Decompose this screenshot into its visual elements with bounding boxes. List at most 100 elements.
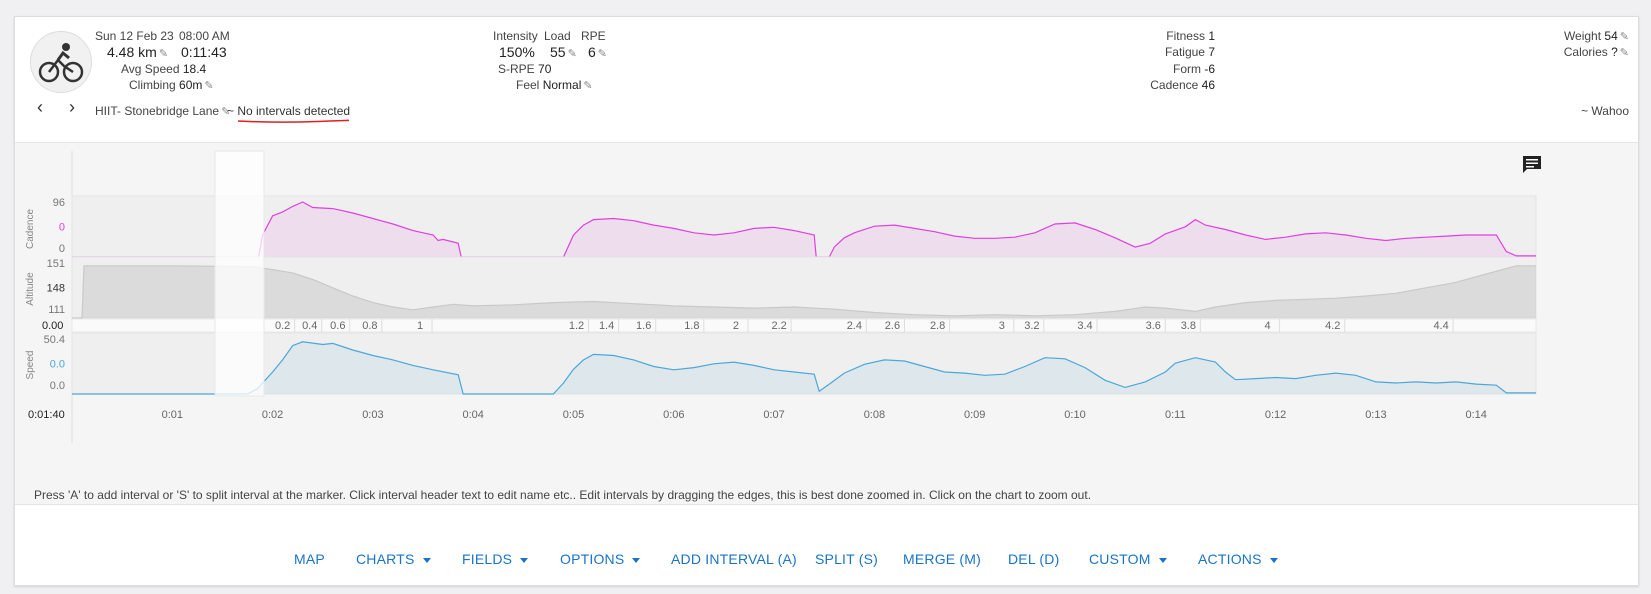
pencil-icon[interactable]: ✎: [567, 48, 577, 60]
pencil-icon[interactable]: ✎: [1619, 31, 1629, 43]
distance-tick-label: 2.4: [847, 320, 862, 332]
time-tick-label: 0:08: [864, 409, 885, 421]
srpe-label: S-RPE: [498, 62, 535, 76]
distance-tick-label: 2.2: [771, 320, 786, 332]
split-button-label: SPLIT (S): [815, 551, 879, 567]
options-button-label: OPTIONS: [560, 551, 625, 567]
map-button-label: MAP: [294, 551, 325, 567]
activity-card: Sun 12 Feb 23 08:00 AM 4.48 km ✎ 0:11:43 …: [14, 16, 1639, 586]
time-tick-label: 0:13: [1365, 409, 1386, 421]
distance-tick-label: 3: [999, 320, 1005, 332]
fields-button-label: FIELDS: [462, 551, 513, 567]
intensity-label: Intensity: [493, 29, 538, 43]
caret-down-icon: [422, 557, 431, 563]
cadence-label: Cadence: [1150, 78, 1199, 92]
rpe-row: 6 ✎: [588, 44, 607, 60]
fields-button[interactable]: FIELDS: [462, 551, 529, 567]
time-tick-label: 0:06: [663, 409, 684, 421]
source-label[interactable]: ~ Wahoo: [1581, 104, 1629, 118]
caret-down-icon: [520, 557, 529, 563]
distance-tick-label: 3.6: [1146, 320, 1161, 332]
comment-icon-line: [1526, 159, 1538, 161]
load-value: 55: [550, 44, 566, 60]
distance-value: 4.48 km: [107, 44, 157, 60]
intensity-value: 150%: [499, 44, 535, 60]
pencil-icon[interactable]: ✎: [221, 106, 231, 118]
altitude-axis-tick: 151: [47, 258, 65, 270]
time-tick-label: 0:02: [262, 409, 283, 421]
activity-date: Sun 12 Feb 23: [95, 29, 174, 43]
altitude-line: [72, 265, 1536, 319]
distance-row: 4.48 km ✎: [107, 44, 168, 60]
split-button[interactable]: SPLIT (S): [815, 551, 878, 567]
comment-icon[interactable]: [1523, 156, 1541, 173]
pencil-icon[interactable]: ✎: [583, 80, 593, 92]
rpe-label: RPE: [581, 29, 606, 43]
charts-button[interactable]: CHARTS: [356, 551, 431, 567]
time-tick-label: 0:03: [362, 409, 383, 421]
weight-row: Weight 54 ✎: [1475, 29, 1629, 43]
srpe-value: 70: [538, 62, 552, 76]
actions-button-label: ACTIONS: [1198, 551, 1262, 567]
map-button[interactable]: MAP: [294, 551, 325, 567]
time-tick-label: 0:07: [763, 409, 784, 421]
activity-time: 08:00 AM: [179, 29, 230, 43]
calories-value: ?: [1611, 45, 1618, 59]
feel-value: Normal: [542, 78, 582, 92]
altitude-axis-title: Altitude: [25, 272, 36, 306]
pencil-icon[interactable]: ✎: [597, 48, 608, 60]
distance-tick-label: 3.4: [1077, 320, 1092, 332]
actions-button[interactable]: ACTIONS: [1198, 551, 1278, 567]
distance-tick-label: 4.4: [1433, 320, 1448, 332]
marker-highlight[interactable]: [214, 150, 265, 397]
custom-button[interactable]: CUSTOM: [1089, 551, 1167, 567]
distance-tick-label: 3.8: [1181, 320, 1196, 332]
distance-tick-label: 0.4: [302, 320, 317, 332]
cadence-row: Cadence 46: [1075, 78, 1215, 92]
altitude-axis-tick: 111: [48, 304, 65, 316]
altitude-axis-tick: 148: [47, 283, 65, 295]
climbing-label: Climbing: [129, 78, 176, 92]
distance-tick-label: 4.2: [1325, 320, 1340, 332]
chevron-left-icon[interactable]: ‹: [37, 97, 43, 117]
calories-label: Calories: [1563, 45, 1608, 59]
pencil-icon[interactable]: ✎: [204, 80, 214, 92]
distance-tick-label: 2: [733, 320, 739, 332]
activity-type-avatar[interactable]: [30, 31, 92, 93]
add-interval-button[interactable]: ADD INTERVAL (A): [671, 551, 797, 567]
distance-strip: [71, 318, 1537, 333]
options-button[interactable]: OPTIONS: [560, 551, 641, 567]
distance-tick-label: 1.8: [684, 320, 699, 332]
distance-tick-label: 2.8: [930, 320, 945, 332]
fitness-row: Fitness 1: [1075, 29, 1215, 43]
time-tick-label: 0:04: [462, 409, 483, 421]
form-label: Form: [1172, 62, 1201, 76]
distance-tick-label: 0.2: [275, 320, 290, 332]
merge-button[interactable]: MERGE (M): [903, 551, 981, 567]
cursor-distance-label: 0.00: [42, 320, 63, 332]
hint-text: Press 'A' to add interval or 'S' to spli…: [34, 488, 1092, 502]
time-tick-label: 0:09: [964, 409, 985, 421]
caret-down-icon: [632, 557, 641, 563]
activity-chart[interactable]: 96 0 0 Cadence 151 148 111 Altitude 50.4 0.0 0.0 Sp…: [15, 143, 1638, 504]
cadence-line: [72, 201, 1536, 258]
chart-area[interactable]: 96 0 0 Cadence 151 148 111 Altitude 50.4 0.0 0.0 Sp…: [15, 142, 1638, 505]
speed-axis-tick: 50.4: [44, 334, 65, 346]
pencil-icon[interactable]: ✎: [158, 48, 169, 60]
avg-speed-row: Avg Speed 18.4: [121, 62, 206, 76]
intervals-note[interactable]: ~ No intervals detected: [227, 104, 351, 118]
delete-button[interactable]: DEL (D): [1008, 551, 1059, 567]
comment-icon-line: [1526, 166, 1534, 168]
load-row: 55 ✎: [550, 44, 577, 60]
cadence-axis-tick: 0: [59, 243, 65, 255]
distance-tick-label: 3.2: [1024, 320, 1039, 332]
form-row: Form -6: [1075, 62, 1215, 76]
chevron-right-icon[interactable]: ›: [69, 97, 75, 117]
distance-tick-label: 1.4: [599, 320, 614, 332]
pencil-icon[interactable]: ✎: [1619, 47, 1629, 59]
climbing-value: 60m: [179, 78, 203, 92]
activity-name[interactable]: HIIT- Stonebridge Lane: [95, 104, 220, 118]
avg-speed-label: Avg Speed: [121, 62, 180, 76]
bicycle-icon: [38, 43, 84, 83]
cadence-axis-tick: 96: [53, 197, 65, 209]
